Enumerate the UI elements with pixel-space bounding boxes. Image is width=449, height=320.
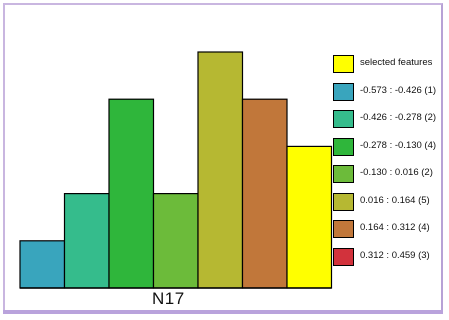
legend-label: -0.130 : 0.016 (2)	[360, 167, 433, 178]
bar-7	[286, 145, 333, 289]
bar-5	[197, 51, 244, 289]
legend-item-class-3: -0.278 : -0.130 (4)	[333, 138, 449, 156]
legend-item-class-2: -0.426 : -0.278 (2)	[333, 110, 449, 128]
bar-3	[108, 98, 155, 289]
bar-1	[19, 240, 66, 289]
frame-bottom-border	[3, 310, 443, 314]
legend-item-class-1: -0.573 : -0.426 (1)	[333, 83, 449, 101]
legend-swatch	[333, 110, 354, 128]
legend-label: selected features	[360, 57, 433, 68]
legend-label: -0.426 : -0.278 (2)	[360, 112, 437, 123]
legend-label: 0.312 : 0.459 (3)	[360, 250, 430, 261]
bar-4	[152, 193, 199, 289]
legend-swatch	[333, 138, 354, 156]
legend-item-class-7: 0.312 : 0.459 (3)	[333, 248, 449, 266]
x-axis-label: N17	[152, 289, 185, 308]
legend-swatch	[333, 220, 354, 238]
legend-swatch	[333, 83, 354, 101]
legend-swatch	[333, 55, 354, 73]
legend-label: -0.573 : -0.426 (1)	[360, 85, 437, 96]
legend-swatch	[333, 248, 354, 266]
legend-label: 0.164 : 0.312 (4)	[360, 222, 430, 233]
legend-item-selected-features: selected features	[333, 55, 449, 73]
bar-6	[241, 98, 288, 289]
bar-2	[63, 193, 110, 289]
legend-item-class-5: 0.016 : 0.164 (5)	[333, 193, 449, 211]
legend-item-class-6: 0.164 : 0.312 (4)	[333, 220, 449, 238]
legend-item-class-4: -0.130 : 0.016 (2)	[333, 165, 449, 183]
legend-label: 0.016 : 0.164 (5)	[360, 195, 430, 206]
legend-swatch	[333, 165, 354, 183]
bars-group	[19, 51, 333, 289]
legend-swatch	[333, 193, 354, 211]
legend-label: -0.278 : -0.130 (4)	[360, 140, 437, 151]
